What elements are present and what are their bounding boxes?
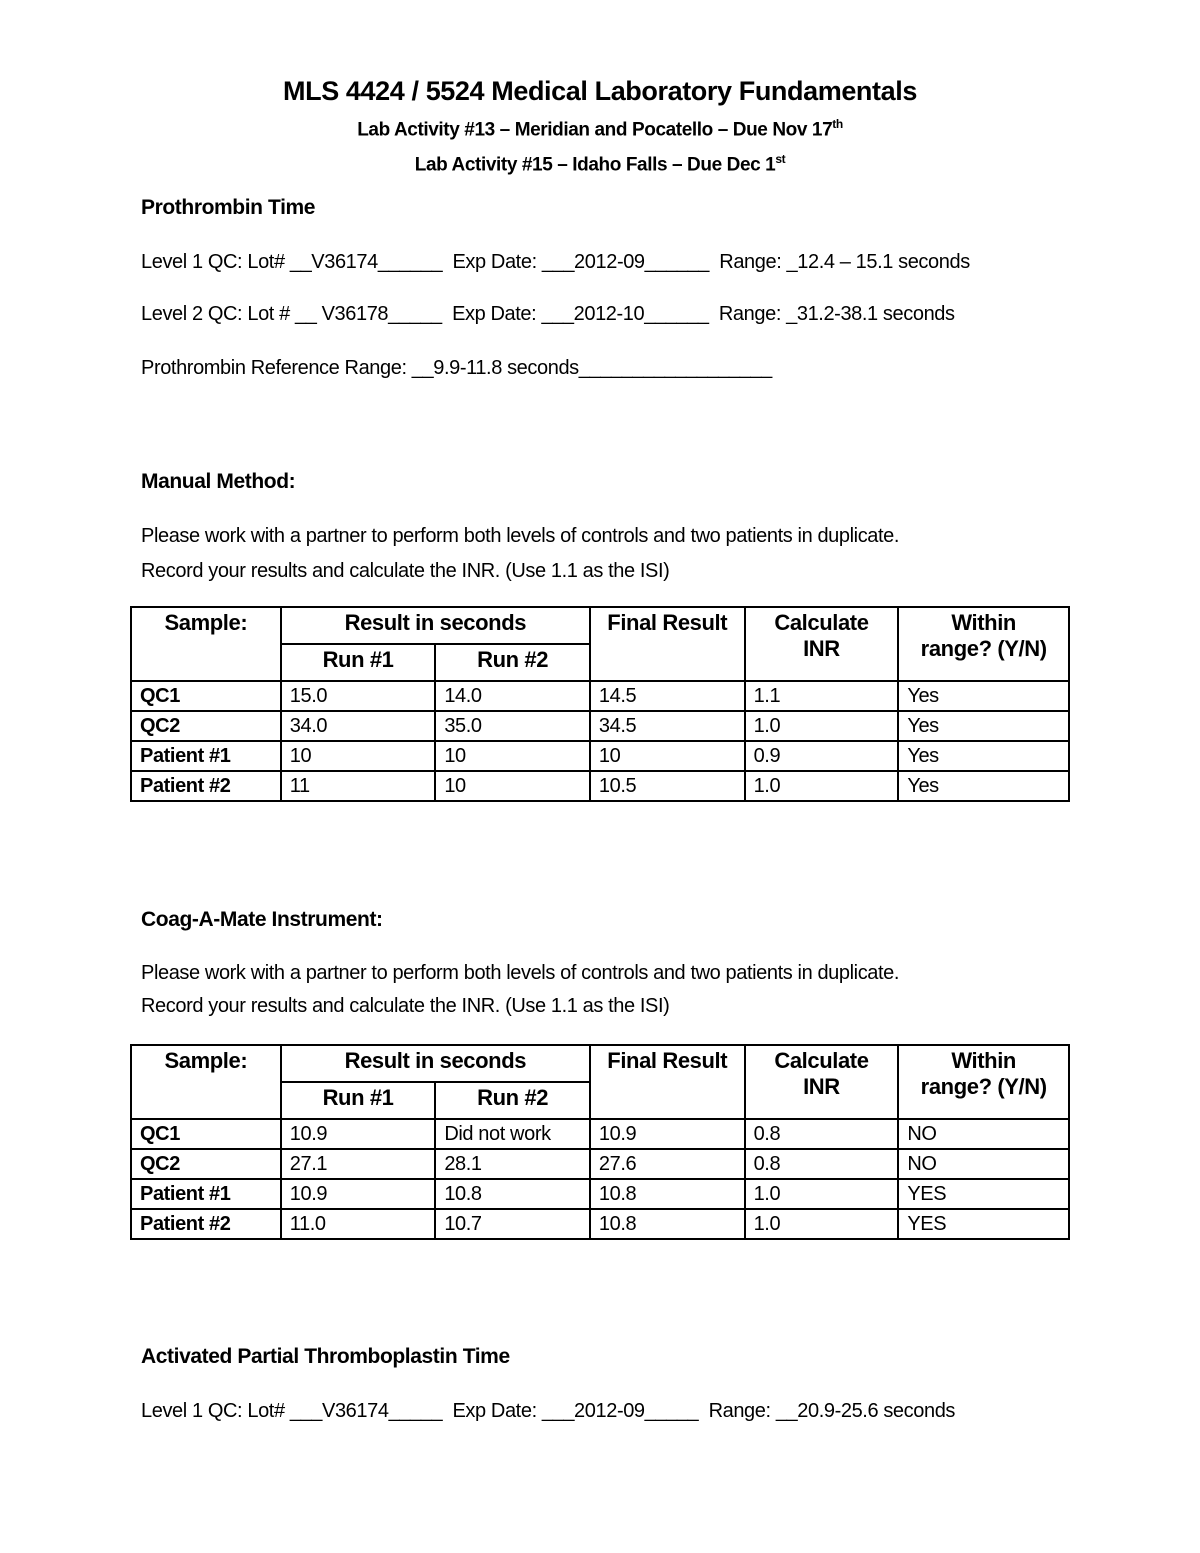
table-row: Patient #1 10.9 10.8 10.8 1.0 YES [130,1178,1070,1210]
header-sample: Sample: [130,1044,282,1120]
cell-sample: Patient #1 [130,740,282,772]
cell-final: 10.5 [588,770,746,802]
cell-within-range: YES [897,1178,1070,1210]
cell-within-range: Yes [897,740,1070,772]
header-run1: Run #1 [279,643,437,682]
cell-final: 10.8 [588,1208,746,1240]
cell-run2: Did not work [434,1118,591,1150]
document-title: MLS 4424 / 5524 Medical Laboratory Funda… [283,76,917,106]
cell-within-range: NO [897,1148,1070,1180]
table-row: QC1 10.9 Did not work 10.9 0.8 NO [130,1118,1070,1150]
cell-inr: 1.1 [743,680,900,712]
cell-within-range: Yes [897,680,1070,712]
cell-run2: 14.0 [434,680,591,712]
manual-results-table: Sample: Result in seconds Final Result C… [130,606,1070,802]
cell-sample: Patient #1 [130,1178,282,1210]
cell-run1: 10 [279,740,437,772]
manual-instructions-1: Please work with a partner to perform bo… [141,525,900,547]
pt-level2-qc: Level 2 QC: Lot # __ V36178_____ Exp Dat… [141,303,955,325]
header-final: Final Result [588,606,746,682]
aptt-heading: Activated Partial Thromboplastin Time [141,1345,510,1368]
header-run2: Run #2 [434,1081,591,1120]
pt-heading: Prothrombin Time [141,196,316,219]
cell-run2: 10 [434,770,591,802]
manual-instructions-2: Record your results and calculate the IN… [141,560,670,582]
aptt-level1-qc: Level 1 QC: Lot# ___V36174_____ Exp Date… [141,1400,956,1422]
header-result: Result in seconds [279,606,591,645]
header-run1: Run #1 [279,1081,437,1120]
cell-within-range: Yes [897,710,1070,742]
cell-run1: 10.9 [279,1178,437,1210]
cell-final: 10.8 [588,1178,746,1210]
header-inr: Calculate INR [743,1044,900,1120]
cell-within-range: NO [897,1118,1070,1150]
cell-run1: 10.9 [279,1118,437,1150]
cell-run1: 11.0 [279,1208,437,1240]
coag-heading: Coag-A-Mate Instrument: [141,908,383,931]
cell-inr: 0.9 [743,740,900,772]
cell-sample: Patient #2 [130,1208,282,1240]
header-within-range: Within range? (Y/N) [897,606,1070,682]
cell-run1: 11 [279,770,437,802]
cell-final: 10.9 [588,1118,746,1150]
cell-sample: QC1 [130,1118,282,1150]
header-result: Result in seconds [279,1044,591,1083]
table-row: Patient #2 11 10 10.5 1.0 Yes [130,770,1070,802]
table-row: Patient #1 10 10 10 0.9 Yes [130,740,1070,772]
cell-inr: 1.0 [743,770,900,802]
cell-run2: 35.0 [434,710,591,742]
table-row: QC2 27.1 28.1 27.6 0.8 NO [130,1148,1070,1180]
cell-inr: 0.8 [743,1148,900,1180]
header-inr: Calculate INR [743,606,900,682]
cell-final: 27.6 [588,1148,746,1180]
pt-level1-qc: Level 1 QC: Lot# __V36174______ Exp Date… [141,251,970,273]
coag-instructions-2: Record your results and calculate the IN… [141,995,670,1017]
coag-instructions-1: Please work with a partner to perform bo… [141,962,900,984]
cell-inr: 1.0 [743,710,900,742]
cell-run2: 28.1 [434,1148,591,1180]
cell-run1: 27.1 [279,1148,437,1180]
cell-final: 34.5 [588,710,746,742]
subtitle-lab-15: Lab Activity #15 – Idaho Falls – Due Dec… [414,152,786,176]
cell-final: 10 [588,740,746,772]
cell-final: 14.5 [588,680,746,712]
cell-within-range: Yes [897,770,1070,802]
cell-run2: 10.8 [434,1178,591,1210]
cell-run1: 34.0 [279,710,437,742]
cell-run2: 10.7 [434,1208,591,1240]
cell-inr: 1.0 [743,1178,900,1210]
header-sample: Sample: [130,606,282,682]
cell-run1: 15.0 [279,680,437,712]
subtitle-lab-13: Lab Activity #13 – Meridian and Pocatell… [357,117,843,141]
coag-results-table: Sample: Result in seconds Final Result C… [130,1044,1070,1240]
header-run2: Run #2 [434,643,591,682]
cell-within-range: YES [897,1208,1070,1240]
pt-reference-range: Prothrombin Reference Range: __9.9-11.8 … [141,357,772,379]
cell-sample: QC1 [130,680,282,712]
table-row: QC1 15.0 14.0 14.5 1.1 Yes [130,680,1070,712]
cell-sample: QC2 [130,710,282,742]
table-row: Patient #2 11.0 10.7 10.8 1.0 YES [130,1208,1070,1240]
header-within-range: Within range? (Y/N) [897,1044,1070,1120]
cell-inr: 0.8 [743,1118,900,1150]
cell-sample: QC2 [130,1148,282,1180]
cell-sample: Patient #2 [130,770,282,802]
cell-inr: 1.0 [743,1208,900,1240]
manual-heading: Manual Method: [141,470,296,493]
cell-run2: 10 [434,740,591,772]
header-final: Final Result [588,1044,746,1120]
table-row: QC2 34.0 35.0 34.5 1.0 Yes [130,710,1070,742]
